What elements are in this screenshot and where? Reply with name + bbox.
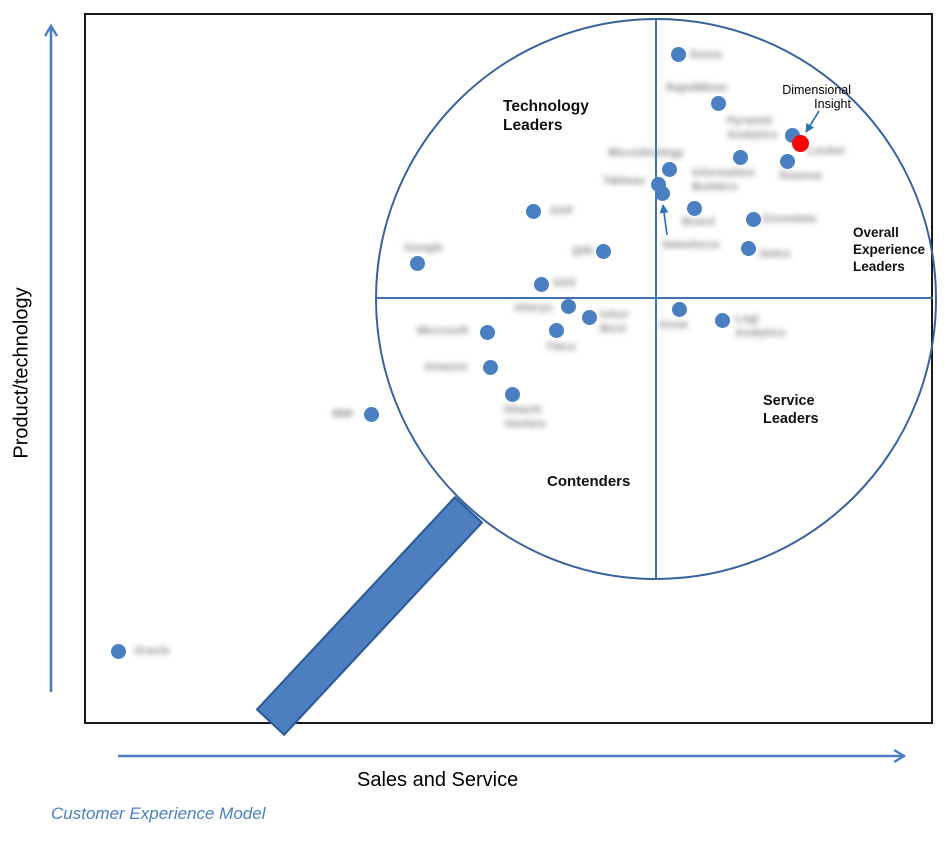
vendor-label-rapidminer: RapidMiner: [666, 82, 728, 94]
data-point-hitachi-vantara: [504, 386, 520, 402]
data-point-sap: [525, 203, 541, 219]
data-point-zoomdata: [745, 211, 761, 227]
vendor-label-grow: Grow: [659, 319, 688, 331]
vendor-label-sisense: Sisense: [779, 170, 822, 182]
quadrant-label-service-leaders: Service Leaders: [763, 393, 819, 428]
vendor-label-oracle: Oracle: [134, 645, 170, 657]
x-axis-label: Sales and Service: [357, 769, 519, 791]
data-point-logi-analytics: [714, 312, 730, 328]
vendor-label-logi-analytics: Logi Analytics: [735, 313, 786, 340]
quadrant-label-contenders: Contenders: [547, 473, 631, 490]
vendor-label-qlik: Qlik: [572, 245, 594, 257]
vendor-label-microsoft: Microsoft: [417, 325, 469, 337]
vendor-label-board: Board: [682, 216, 715, 228]
data-point-alteryx: [560, 298, 576, 314]
vendor-label-amazon: Amazon: [424, 361, 468, 373]
data-point-amazon: [482, 359, 498, 375]
chart-caption: Customer Experience Model: [51, 804, 266, 823]
data-point-ibm: [363, 406, 379, 422]
vendor-label-looker: Looker: [808, 145, 846, 157]
vendor-label-hitachi-vantara: Hitachi Vantara: [504, 404, 546, 431]
dimensional-insight-callout: Dimensional Insight: [782, 83, 851, 111]
data-point-rapidminer: [710, 95, 726, 111]
highlight-point-dimensional-insight: [791, 134, 809, 152]
vendor-label-microstrategy: MicroStrategy: [608, 147, 684, 159]
data-point-qlik: [595, 243, 611, 259]
data-point-infor-birst: [581, 309, 597, 325]
data-point-information-builders: [732, 149, 748, 165]
data-point-tibco: [548, 322, 564, 338]
vendor-label-tableau: Tableau: [603, 175, 646, 187]
vendor-label-sap: SAP: [550, 205, 574, 217]
data-point-sisense: [779, 153, 795, 169]
data-point-sas: [533, 276, 549, 292]
data-point-microstrategy: [661, 161, 677, 177]
vendor-label-information-builders: Information Builders: [692, 167, 755, 194]
vendor-label-jedox: Jedox: [758, 248, 791, 260]
data-point-board: [686, 200, 702, 216]
quadrant-label-overall-experience-leaders: Overall Experience Leaders: [853, 225, 926, 274]
vendor-label-infor-birst: Infor/ Birst: [600, 309, 629, 336]
vendor-label-tibco: Tibco: [546, 341, 577, 353]
vendor-label-domo: Domo: [690, 49, 722, 61]
data-point-oracle: [110, 643, 126, 659]
data-point-microsoft: [479, 324, 495, 340]
data-point-domo: [670, 46, 686, 62]
vendor-label-salesforce: Salesforce: [662, 239, 720, 251]
vendor-label-google: Google: [404, 242, 444, 254]
vendor-label-ibm: IBM: [332, 408, 353, 420]
quadrant-divider-horizontal: [376, 297, 933, 299]
data-point-grow: [671, 301, 687, 317]
vendor-label-alteryx: Alteryx: [514, 302, 553, 314]
data-point-jedox: [740, 240, 756, 256]
data-point-salesforce: [654, 185, 670, 201]
vendor-label-pyramid-analytics: Pyramid Analytics: [727, 115, 778, 142]
vendor-label-zoomdata: Zoomdata: [762, 213, 817, 225]
vendor-label-sas: SAS: [553, 277, 577, 289]
data-point-google: [409, 255, 425, 271]
y-axis-label: Product/technology: [10, 287, 33, 459]
quadrant-label-technology-leaders: Technology Leaders: [503, 98, 589, 135]
